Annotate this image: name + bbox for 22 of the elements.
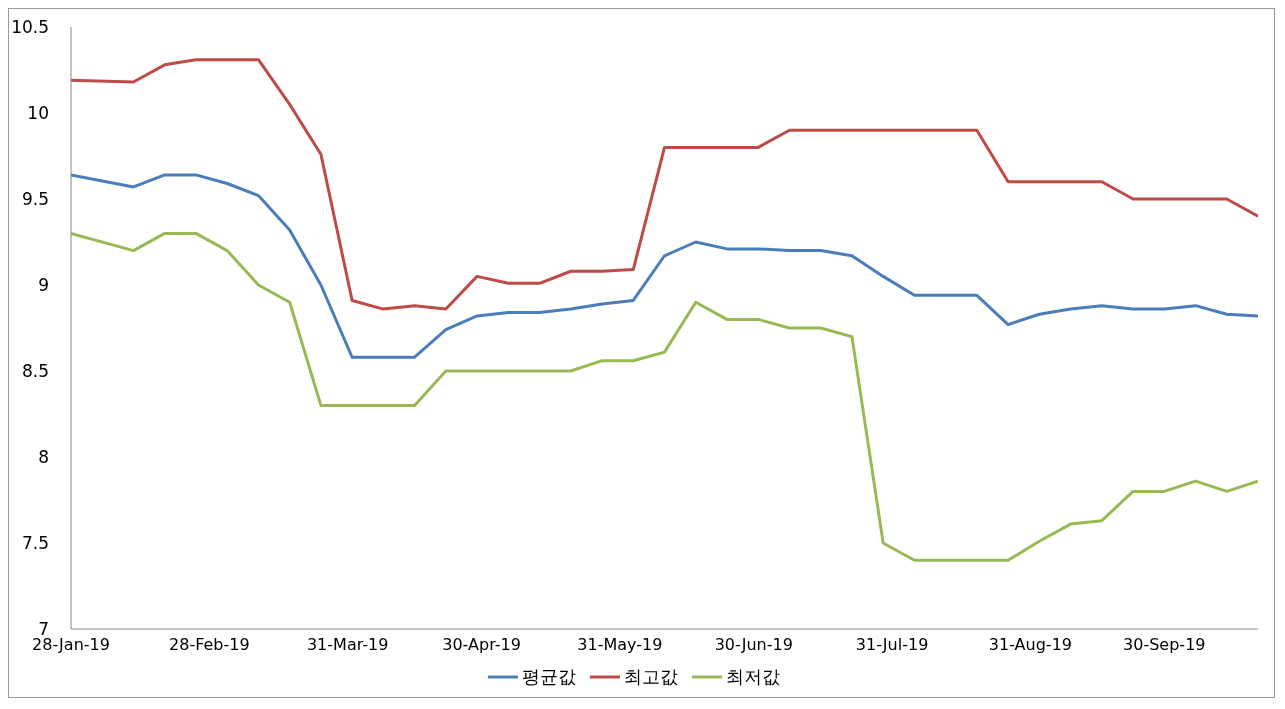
y-tick-label: 7.5: [21, 533, 49, 554]
x-tick-label: 28-Jan-19: [32, 635, 110, 655]
x-tick-label: 31-May-19: [577, 635, 663, 655]
x-tick-label: 31-Aug-19: [988, 635, 1072, 655]
legend-label: 최저값: [725, 665, 780, 689]
line-series: [71, 58, 1258, 311]
x-tick-label: 31-Mar-19: [306, 635, 389, 655]
x-tick-label: 30-Apr-19: [442, 635, 521, 655]
y-tick-label: 8: [38, 447, 49, 468]
x-tick-label: 28-Feb-19: [169, 635, 250, 655]
x-tick-label: 31-Jul-19: [855, 635, 929, 655]
line-series: [71, 173, 1258, 359]
legend-label: 최고값: [623, 665, 678, 689]
line-series: [71, 231, 1258, 562]
y-tick-label: 10.5: [11, 17, 49, 38]
x-tick-label: 30-Sep-19: [1123, 635, 1206, 655]
y-tick-label: 9.5: [21, 189, 49, 210]
legend-label: 평균값: [521, 665, 576, 689]
x-tick-label: 30-Jun-19: [714, 635, 793, 655]
y-tick-label: 8.5: [21, 361, 49, 382]
y-tick-label: 10: [27, 103, 49, 124]
y-tick-label: 9: [38, 275, 49, 296]
